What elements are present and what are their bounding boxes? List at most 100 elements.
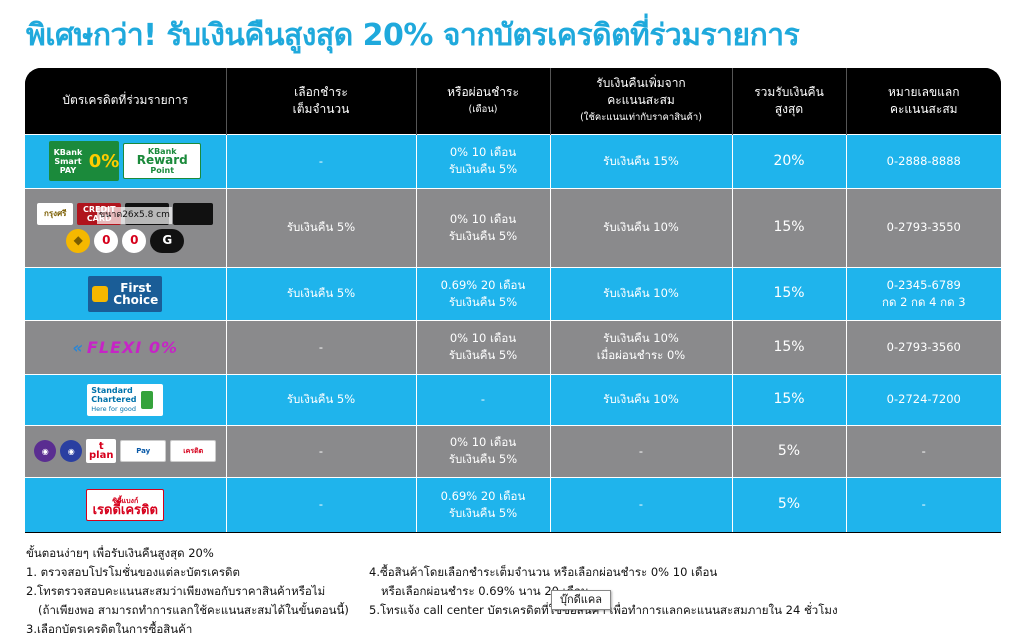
full-payment-text: รับเงินคืน 5% [286,286,356,300]
header-cards: บัตรเครดิตที่ร่วมรายการ [25,68,226,134]
header-points-sub: (ใช้คะแนนเท่ากับราคาสินค้า) [580,112,702,124]
phone-cell: - [845,476,1001,532]
full-payment-text: รับเงินคืน 5% [286,392,356,406]
header-total-line1: รวมรับเงินคืน [754,84,824,99]
steps-heading: ขั้นตอนง่ายๆ เพื่อรับเงินคืนสูงสุด 20% [26,546,214,560]
total-cell: 15% [731,373,846,425]
card-logos-cell: ◉ ◉ t plan Pay เครดิต [25,424,226,477]
installment-line1: 0% 10 เดือน [449,211,517,226]
header-full-line2: เต็มจำนวน [292,101,350,116]
reward-main-text: Reward [136,153,188,167]
card-logos-cell: กรุงศรี CREDIT CARD ◆ 0 0 G ขนาด26x5.8 c… [25,187,226,267]
phone-cell: 0-2793-3560 [845,319,1001,374]
header-points-line2: คะแนนสะสม [607,93,675,108]
points-line1: รับเงินคืน 10% [603,286,679,300]
o-percent-logo: 0 [122,228,147,253]
bookmark-tooltip[interactable]: บุ๊กดีแคล [551,590,611,610]
header-total: รวมรับเงินคืน สูงสุด [731,68,846,134]
krungsri-mark-icon [92,285,109,302]
table-row: ◉ ◉ t plan Pay เครดิต - 0% 10 เดือน รับเง… [25,424,1001,477]
sc-mark-icon [140,390,153,409]
points-cell: - [549,476,732,532]
purple-card-logo: ◉ [34,440,57,462]
total-text: 20% [773,152,805,169]
smartpay-logo-text: Smart PAY [54,156,82,175]
table-row: ซิตี้แบงก์ เรดดี้เครดิต - 0.69% 20 เดือนร… [25,476,1001,532]
phone-line1: 0-2793-3550 [886,220,961,234]
points-line1: รับเงินคืน 15% [603,153,679,168]
installment-cell: 0.69% 20 เดือน รับเงินคืน 5% [415,476,550,532]
table-row: Standard Chartered Here for good รับเงินคื… [25,373,1001,425]
step-2b: (ถ้าเพียงพอ สามารถทำการแลกใช้คะแนนสะสมได… [38,603,349,617]
total-text: 5% [777,496,801,513]
flexi-arrow-icon: « [72,337,84,357]
platinum-card-logo [173,202,214,225]
points-line2: เมื่อผ่อนชำระ 0% [596,348,686,362]
header-phone-line1: หมายเลขแลก [887,84,960,99]
steps-right: 4.ซื้อสินค้าโดยเลือกชำระเต็มจำนวน หรือเล… [369,563,838,620]
installment-line1: 0% 10 เดือน [449,145,517,159]
installment-cell: 0% 10 เดือน รับเงินคืน 5% [415,319,550,374]
phone-line2: กด 2 กด 4 กด 3 [881,294,966,309]
installment-line1: 0% 10 เดือน [449,331,517,345]
step-1: 1. ตรวจสอบโปรโมชั่นของแต่ละบัตรเครดิต [26,565,240,579]
full-payment-cell: - [225,424,416,477]
installment-line2: รับเงินคืน 5% [448,228,518,243]
phone-cell: 0-2724-7200 [845,373,1001,425]
standard-chartered-logo: Standard Chartered Here for good [87,383,164,416]
table-row: First Choice รับเงินคืน 5% 0.69% 20 เดือน… [25,266,1001,320]
ready-credit-text: เรดดี้เครดิต [92,502,158,518]
header-full-line1: เลือกชำระ [294,84,348,99]
promo-table: บัตรเครดิตที่ร่วมรายการ เลือกชำระ เต็มจำ… [25,68,1001,533]
citi-top-text: ซิตี้แบงก์ [112,496,139,505]
sc-line1: Standard [91,385,133,395]
total-text: 5% [777,442,801,459]
points-line1: รับเงินคืน 10% [603,331,679,345]
total-text: 15% [773,391,805,407]
phone-cell: - [845,424,1001,477]
flexi-logo-text: FLEXI 0% [86,337,178,357]
reward-top-text: KBank [147,147,177,156]
phone-line1: 0-2345-6789 [886,277,961,292]
header-cards-label: บัตรเครดิตที่ร่วมรายการ [62,93,189,108]
tplan-logo: t plan [86,439,117,463]
full-payment-text: - [318,443,324,458]
header-points-line1: รับเงินคืนเพิ่มจาก [596,76,686,91]
sc-line2: Chartered [91,394,137,404]
ready-credit-small-logo: เครดิต [170,440,217,462]
header-points: รับเงินคืนเพิ่มจาก คะแนนสะสม (ใช้คะแนนเท… [549,68,732,134]
table-row: « FLEXI 0% - 0% 10 เดือน รับเงินคืน 5% รั… [25,319,1001,374]
installment-cell: 0% 10 เดือนรับเงินคืน 5% [415,187,550,267]
total-cell: 15% [731,266,846,320]
kbank-smartpay-logo: KBank Smart PAY 0% [49,141,120,181]
phone-cell: 0-2345-6789 กด 2 กด 4 กด 3 [845,266,1001,320]
phone-line1: - [921,443,926,458]
kbank-reward-point-logo: KBank Reward Point [123,143,202,179]
page-title: พิเศษกว่า! รับเงินคืนสูงสุด 20% จากบัตรเ… [26,18,800,53]
phone-line1: 0-2793-3560 [886,339,961,354]
header-full-payment: เลือกชำระ เต็มจำนวน [225,68,416,134]
card-logos-cell: KBank Smart PAY 0% KBank Reward Point [25,133,226,188]
points-line1: รับเงินคืน 10% [603,392,679,406]
installment-line1: 0% 10 เดือน [449,435,517,449]
header-phone-line2: คะแนนสะสม [889,101,958,116]
kbank-logo-text: KBank [53,147,83,157]
krungsri-logo: กรุงศรี [37,202,74,225]
points-cell: รับเงินคืน 15% [549,133,732,188]
reward-sub-text: Point [150,166,175,175]
installment-line2: รับเงินคืน 5% [448,162,518,176]
sc-line3: Here for good [91,404,136,413]
phone-line1: - [921,497,926,512]
points-cell: รับเงินคืน 10% [549,187,732,267]
step-5: 5.โทรแจ้ง call center บัตรเครดิตที่ใช้ซื… [369,603,838,617]
installment-cell: 0% 10 เดือน รับเงินคืน 5% [415,424,550,477]
flexi-logo: « FLEXI 0% [65,335,185,359]
first-choice-logo: First Choice [88,275,163,312]
points-line1: รับเงินคืน 10% [603,220,679,234]
krungsri-round-logo: ◆ [66,228,91,253]
total-text: 15% [773,285,805,301]
points-cell: รับเงินคืน 10% [549,373,732,425]
first-choice-line1: First [120,280,152,295]
gold-plan-logo: G [150,228,185,253]
step-2a: 2.โทรตรวจสอบคะแนนสะสมว่าเพียงพอกับราคาสิ… [26,584,326,598]
